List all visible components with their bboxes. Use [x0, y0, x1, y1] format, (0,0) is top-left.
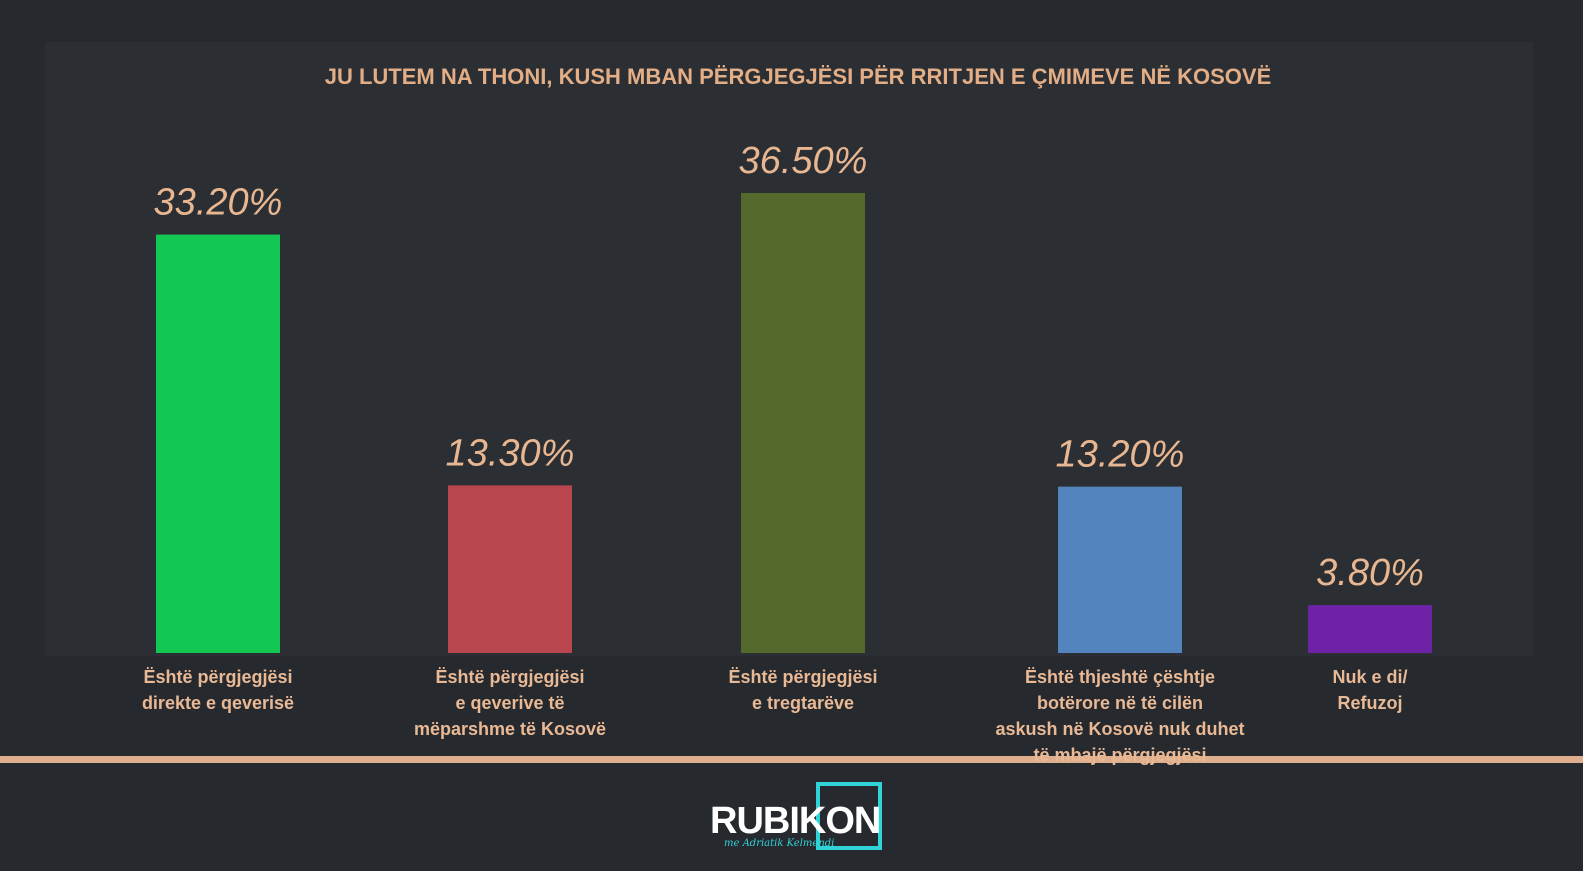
- bar: [1058, 486, 1182, 653]
- category-label: Është përgjegjësi e qeverive të mëparshm…: [413, 667, 607, 739]
- logo: RUBIKON me Adriatik Kelmendi: [710, 778, 895, 858]
- logo-name: RUBIKON: [710, 800, 881, 842]
- logo-subtitle: me Adriatik Kelmendi: [724, 838, 835, 849]
- bar: [156, 234, 280, 653]
- category-label: Është përgjegjësi direkte e qeverisë: [141, 667, 295, 713]
- bar: [741, 193, 865, 653]
- bar: [1308, 605, 1432, 653]
- divider: [0, 756, 1583, 763]
- category-label: Nuk e di/ Refuzoj: [1332, 667, 1408, 713]
- value-label: 13.30%: [446, 432, 575, 474]
- value-label: 33.20%: [154, 182, 283, 224]
- chart: JU LUTEM NA THONI, KUSH MBAN PËRGJEGJËSI…: [154, 64, 1432, 653]
- category-label: Është thjeshtë çështje botërore në të ci…: [995, 667, 1245, 765]
- category-label: Është përgjegjësi e tregtarëve: [728, 667, 878, 713]
- chart-title: JU LUTEM NA THONI, KUSH MBAN PËRGJEGJËSI…: [325, 64, 1272, 89]
- logo-frame: [816, 782, 882, 850]
- value-label: 3.80%: [1316, 552, 1424, 594]
- value-label: 36.50%: [739, 140, 868, 182]
- bar: [448, 485, 572, 653]
- value-label: 13.20%: [1056, 434, 1185, 476]
